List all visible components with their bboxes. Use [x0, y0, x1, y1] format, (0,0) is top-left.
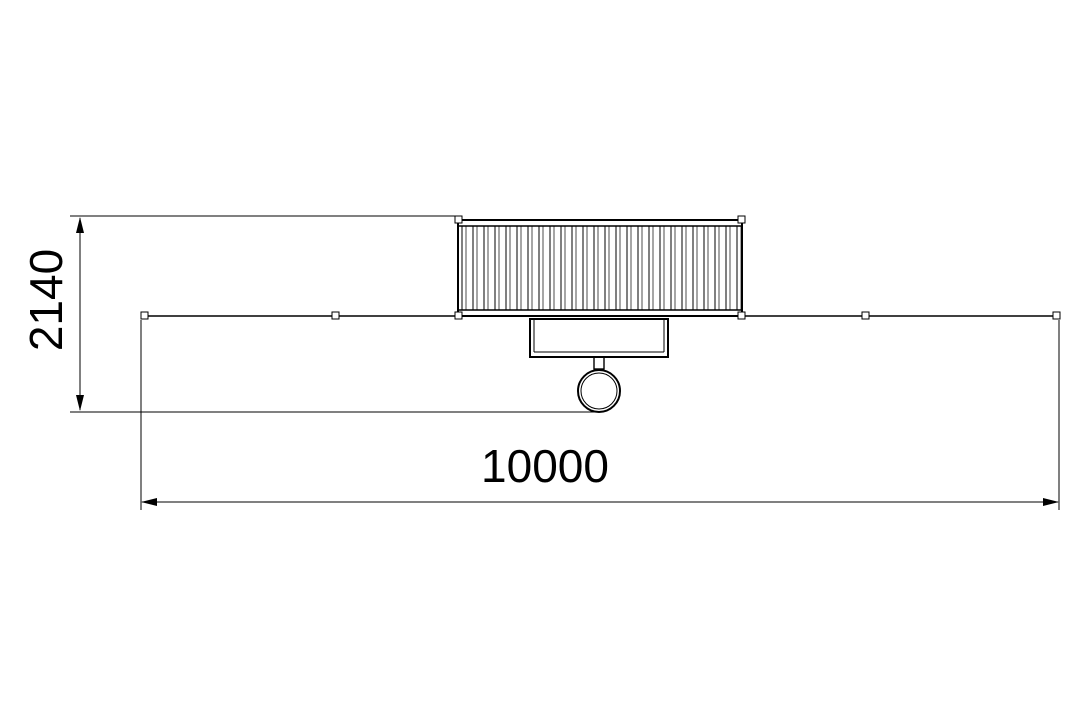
post-marker — [140, 311, 149, 320]
platform-corner-post — [737, 311, 746, 320]
cable-line — [140, 311, 1061, 320]
post-marker — [1052, 311, 1061, 320]
lower-box-outer — [529, 318, 669, 358]
platform-slats — [461, 226, 742, 310]
arrow-right-icon — [1043, 498, 1059, 506]
platform-corner-post — [454, 311, 463, 320]
ring-outer — [577, 369, 621, 413]
arrow-left-icon — [141, 498, 157, 506]
width-dimension-label: 10000 — [481, 440, 609, 492]
width-dimension: 10000 — [140, 320, 1060, 510]
post-marker — [331, 311, 340, 320]
arrow-up-icon — [76, 217, 84, 233]
height-dimension-label: 2140 — [20, 249, 72, 351]
lower-box — [529, 318, 669, 358]
platform — [454, 215, 746, 320]
height-dimension: 2140 — [20, 215, 600, 413]
ring-assembly — [577, 356, 621, 413]
ring-inner — [580, 372, 618, 410]
platform-frame — [457, 219, 743, 317]
post-marker — [861, 311, 870, 320]
ring-connector — [593, 356, 605, 370]
platform-corner-post — [737, 215, 746, 224]
arrow-down-icon — [76, 395, 84, 411]
platform-corner-post — [454, 215, 463, 224]
